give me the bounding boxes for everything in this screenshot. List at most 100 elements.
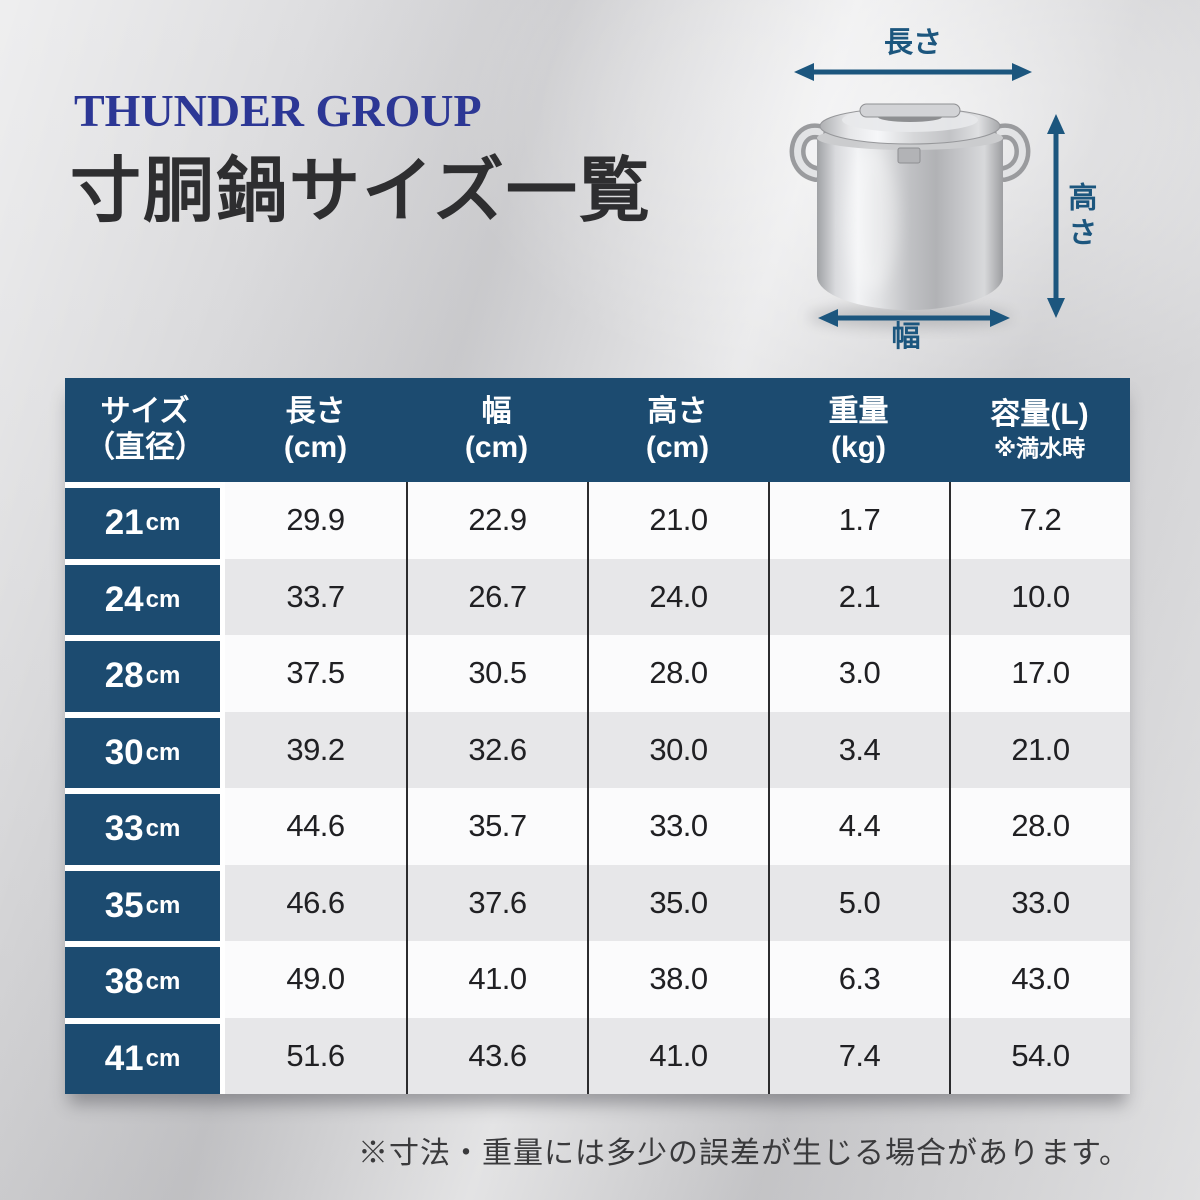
table-header-row: サイズ （直径） 長さ (cm) 幅 (cm) 高さ (cm) 重量 (kg) … — [65, 378, 1130, 482]
width-dimension-label: 幅 — [891, 321, 921, 353]
size-number: 35 — [104, 885, 144, 925]
pot-body-highlight — [846, 148, 898, 292]
size-unit: cm — [145, 815, 181, 843]
size-cell: 30 cm — [65, 711, 225, 788]
brand-logo-text: THUNDER GROUP — [74, 85, 482, 136]
height-value: 30.0 — [587, 711, 768, 788]
pot-logo-mark — [897, 147, 921, 164]
length-value: 49.0 — [225, 941, 406, 1018]
header-weight-sub: (kg) — [831, 431, 886, 464]
width-value: 22.9 — [406, 482, 587, 559]
length-arrowhead-left — [794, 63, 814, 81]
size-cell: 24 cm — [65, 558, 225, 635]
width-value: 43.6 — [406, 1017, 587, 1094]
capacity-value: 43.0 — [949, 941, 1130, 1018]
size-spec-table: サイズ （直径） 長さ (cm) 幅 (cm) 高さ (cm) 重量 (kg) … — [65, 378, 1130, 1094]
width-value: 26.7 — [406, 558, 587, 635]
height-dimension-label: 高さ — [1063, 182, 1096, 252]
table-row: 33 cm 44.6 35.7 33.0 4.4 28.0 — [65, 788, 1130, 865]
weight-value: 5.0 — [768, 864, 949, 941]
height-arrowhead-bottom — [1047, 298, 1065, 318]
weight-value: 6.3 — [768, 941, 949, 1018]
pot-dimension-diagram: 長さ 高さ 幅 — [760, 20, 1180, 360]
pot-body — [817, 138, 1003, 310]
size-number: 41 — [104, 1038, 144, 1078]
height-value: 21.0 — [587, 482, 768, 559]
height-value: 38.0 — [587, 941, 768, 1018]
size-unit: cm — [145, 1044, 181, 1072]
size-number: 33 — [104, 809, 144, 849]
size-number: 24 — [104, 579, 144, 619]
header-width-sub: (cm) — [464, 431, 529, 464]
capacity-value: 33.0 — [949, 864, 1130, 941]
size-cell: 21 cm — [65, 482, 225, 559]
table-row: 28 cm 37.5 30.5 28.0 3.0 17.0 — [65, 635, 1130, 712]
header-size: サイズ （直径） — [65, 378, 225, 482]
size-number: 21 — [104, 503, 144, 543]
width-arrowhead-left — [818, 309, 838, 327]
size-number: 38 — [104, 962, 144, 1002]
capacity-value: 54.0 — [949, 1017, 1130, 1094]
pot-handle-left-highlight — [794, 128, 824, 178]
header-size-main: サイズ — [100, 395, 190, 428]
header-width-main: 幅 — [481, 395, 512, 428]
header-capacity: 容量(L) ※満水時 — [949, 378, 1130, 482]
height-value: 28.0 — [587, 635, 768, 712]
size-cell: 38 cm — [65, 941, 225, 1018]
header-weight: 重量 (kg) — [768, 378, 949, 482]
pot-lid-handle — [859, 103, 961, 118]
header-height-sub: (cm) — [645, 431, 710, 464]
capacity-value: 28.0 — [949, 788, 1130, 865]
size-cell: 35 cm — [65, 864, 225, 941]
width-value: 30.5 — [406, 635, 587, 712]
width-value: 32.6 — [406, 711, 587, 788]
size-number: 28 — [104, 656, 144, 696]
weight-value: 4.4 — [768, 788, 949, 865]
width-value: 35.7 — [406, 788, 587, 865]
size-unit: cm — [145, 662, 181, 690]
weight-value: 7.4 — [768, 1017, 949, 1094]
header-capacity-sub: ※満水時 — [993, 435, 1086, 461]
header-length-sub: (cm) — [283, 431, 348, 464]
table-row: 38 cm 49.0 41.0 38.0 6.3 43.0 — [65, 941, 1130, 1018]
table-row: 35 cm 46.6 37.6 35.0 5.0 33.0 — [65, 864, 1130, 941]
length-value: 39.2 — [225, 711, 406, 788]
height-value: 41.0 — [587, 1017, 768, 1094]
header-width: 幅 (cm) — [406, 378, 587, 482]
height-value: 24.0 — [587, 558, 768, 635]
page-title: 寸胴鍋サイズ一覧 — [70, 153, 652, 231]
length-value: 46.6 — [225, 864, 406, 941]
capacity-value: 10.0 — [949, 558, 1130, 635]
size-unit: cm — [145, 509, 181, 537]
table-body: 21 cm 29.9 22.9 21.0 1.7 7.2 24 cm 33.7 … — [65, 482, 1130, 1094]
header-height: 高さ (cm) — [587, 378, 768, 482]
size-cell: 41 cm — [65, 1017, 225, 1094]
capacity-value: 7.2 — [949, 482, 1130, 559]
length-value: 44.6 — [225, 788, 406, 865]
weight-value: 3.4 — [768, 711, 949, 788]
width-arrowhead-right — [990, 309, 1010, 327]
table-row: 24 cm 33.7 26.7 24.0 2.1 10.0 — [65, 558, 1130, 635]
header-capacity-main: 容量(L) — [990, 398, 1089, 431]
table-row: 41 cm 51.6 43.6 41.0 7.4 54.0 — [65, 1017, 1130, 1094]
size-cell: 28 cm — [65, 635, 225, 712]
length-arrowhead-right — [1012, 63, 1032, 81]
footnote: ※寸法・重量には多少の誤差が生じる場合があります。 — [358, 1137, 1130, 1170]
width-value: 41.0 — [406, 941, 587, 1018]
size-unit: cm — [145, 968, 181, 996]
size-number: 30 — [104, 732, 144, 772]
height-value: 35.0 — [587, 864, 768, 941]
capacity-value: 21.0 — [949, 711, 1130, 788]
header-size-sub: （直径） — [85, 431, 205, 464]
size-unit: cm — [145, 891, 181, 919]
table-row: 30 cm 39.2 32.6 30.0 3.4 21.0 — [65, 711, 1130, 788]
size-unit: cm — [145, 738, 181, 766]
length-value: 51.6 — [225, 1017, 406, 1094]
capacity-value: 17.0 — [949, 635, 1130, 712]
length-value: 37.5 — [225, 635, 406, 712]
height-arrowhead-top — [1047, 114, 1065, 134]
dimension-arrows — [794, 63, 1065, 327]
length-value: 29.9 — [225, 482, 406, 559]
weight-value: 2.1 — [768, 558, 949, 635]
length-value: 33.7 — [225, 558, 406, 635]
